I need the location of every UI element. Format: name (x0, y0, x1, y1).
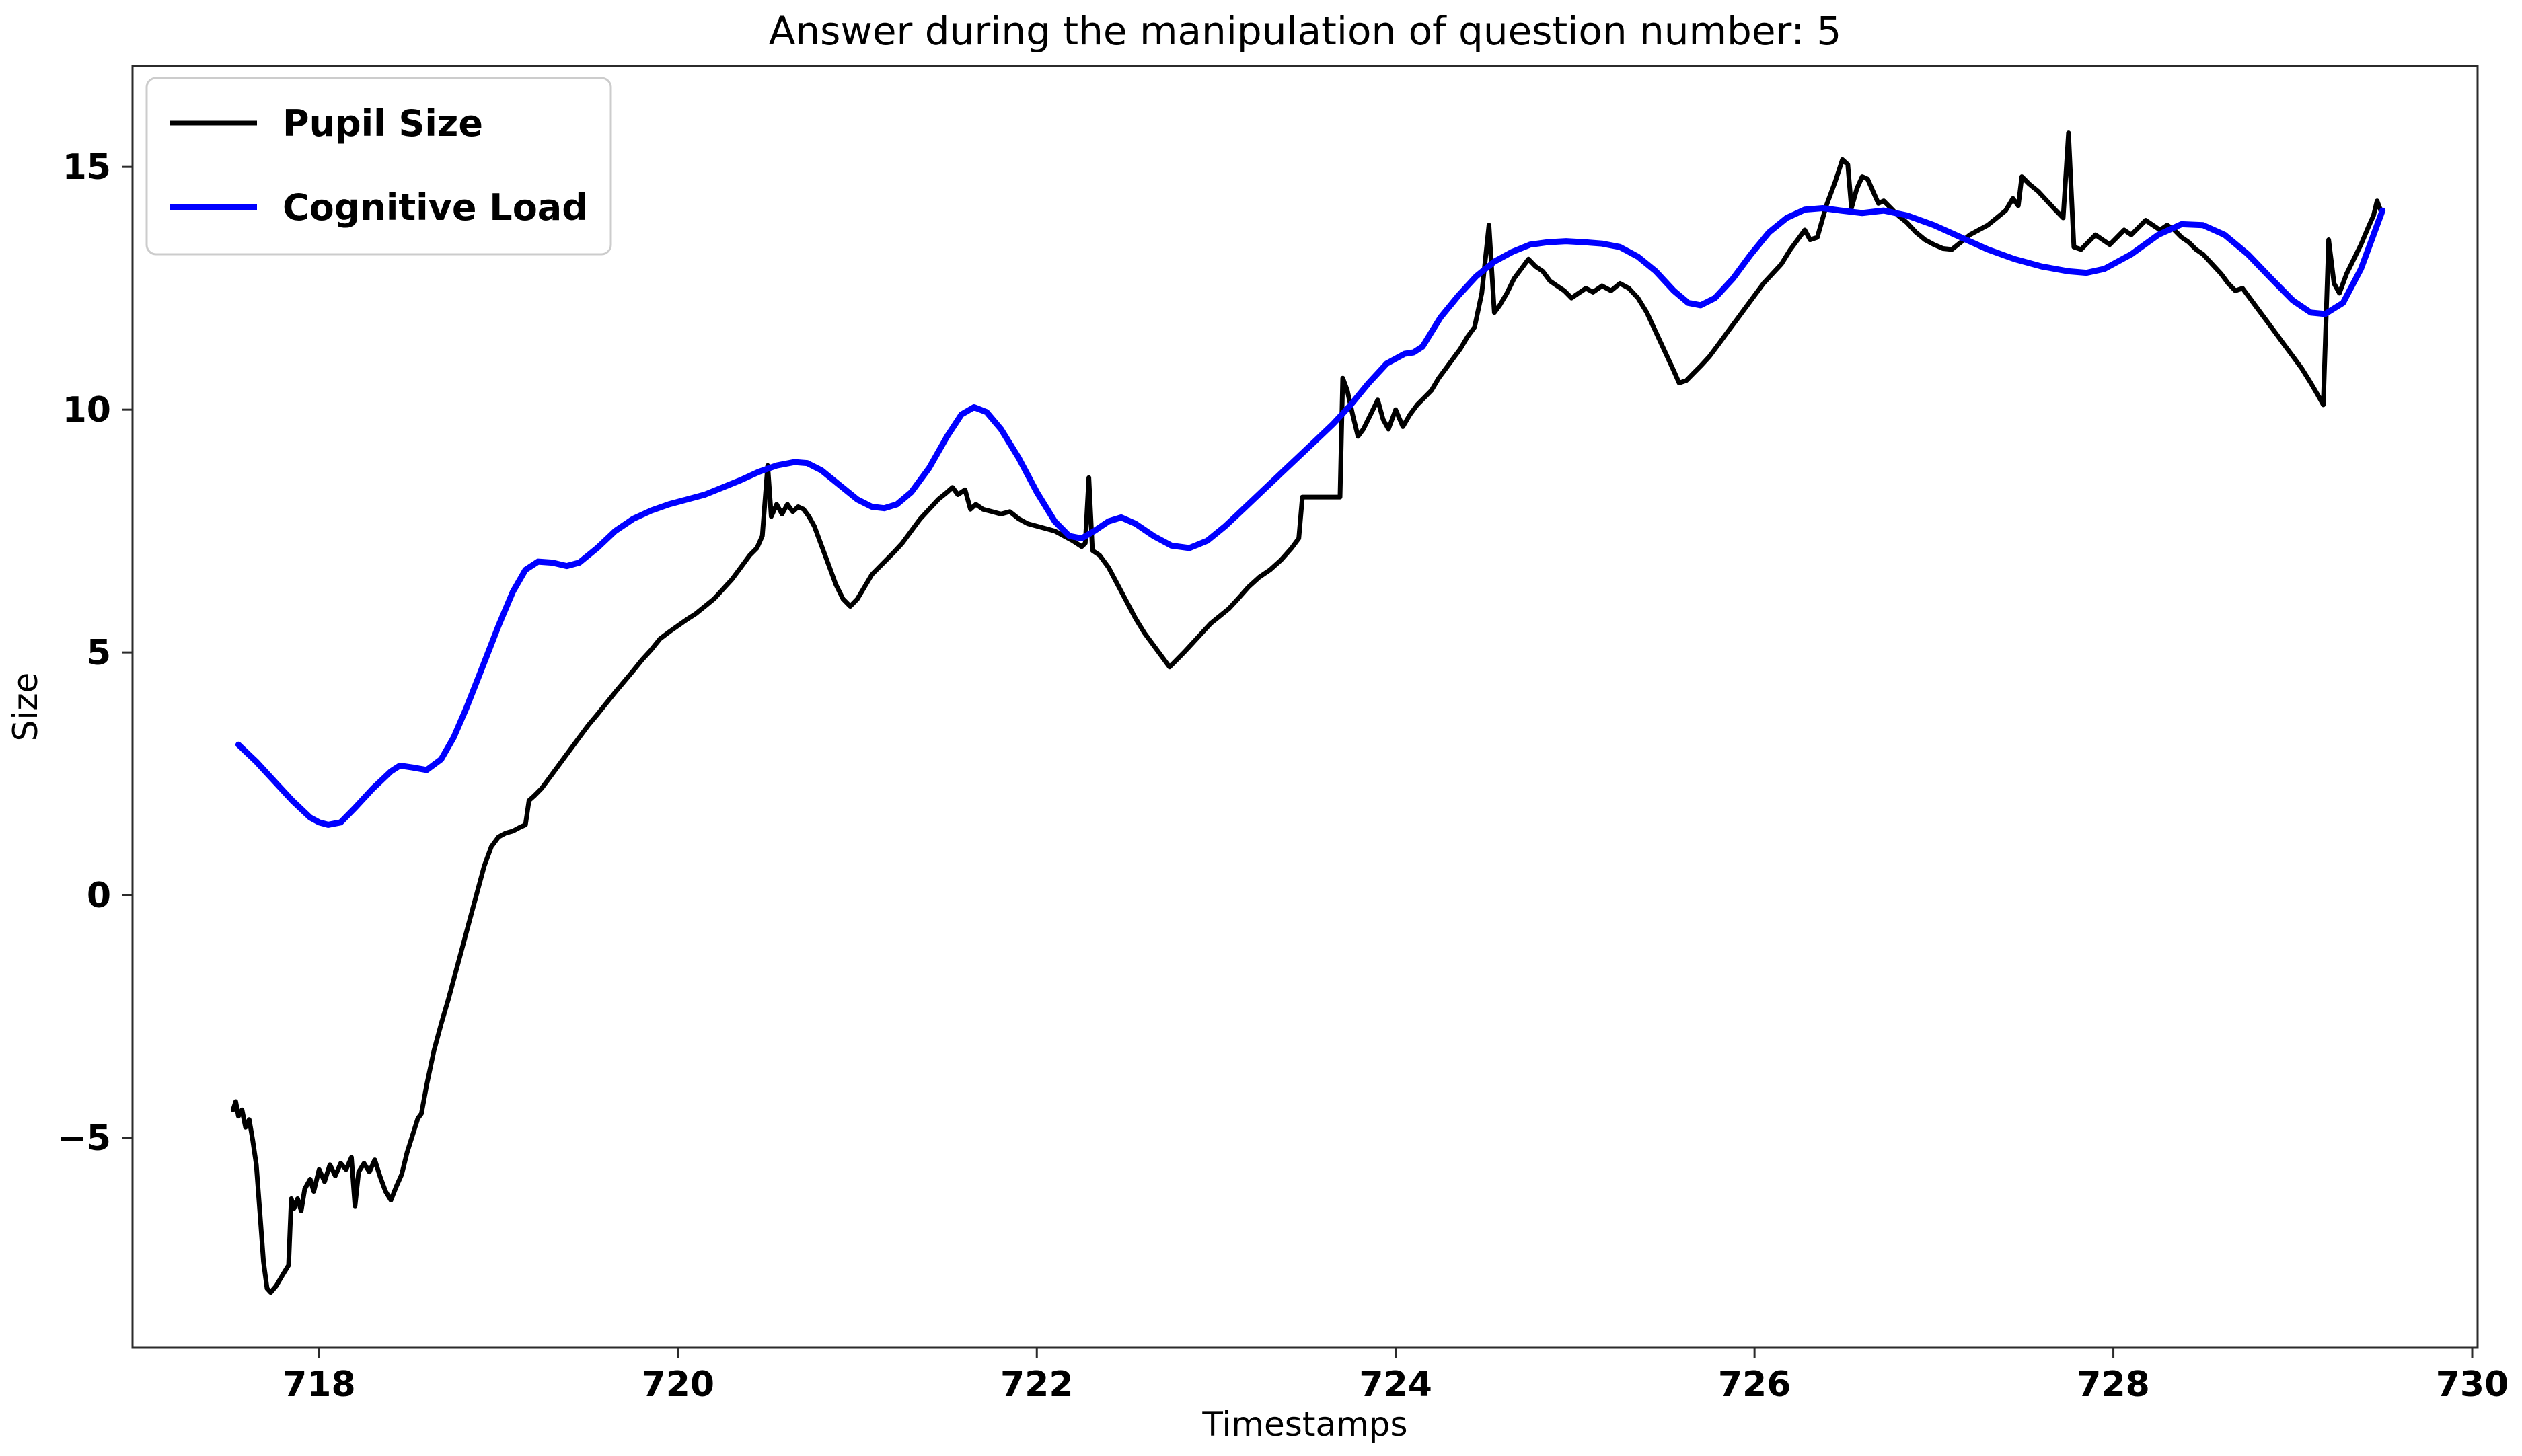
y-tick-label: 0 (87, 876, 111, 916)
plot-frame (131, 65, 2479, 1349)
pupil-size-line (230, 130, 2383, 1295)
y-tick-label: −5 (57, 1118, 111, 1159)
x-tick-label: 726 (1718, 1365, 1791, 1405)
chart-title: Answer during the manipulation of questi… (769, 8, 1842, 54)
legend-label-pupil-size: Pupil Size (283, 102, 483, 145)
y-tick-label: 15 (63, 147, 111, 188)
x-tick-label: 724 (1359, 1365, 1432, 1405)
x-tick-label: 722 (1000, 1365, 1074, 1405)
legend-label-cognitive-load: Cognitive Load (283, 186, 588, 229)
x-tick-label: 718 (283, 1365, 356, 1405)
x-tick-label: 720 (642, 1365, 715, 1405)
legend-frame (145, 77, 612, 256)
y-axis-label: Size (6, 673, 45, 742)
legend-box: Pupil Size Cognitive Load (145, 77, 612, 256)
x-axis-ticks: 718 720 722 724 726 728 730 (283, 1348, 2509, 1405)
x-tick-label: 728 (2077, 1365, 2150, 1405)
data-series-group (230, 130, 2386, 1295)
x-tick-label: 730 (2436, 1365, 2509, 1405)
y-axis-ticks: −5 0 5 10 15 (57, 147, 133, 1159)
cognitive-load-line (235, 205, 2386, 828)
y-tick-label: 5 (87, 633, 111, 673)
x-axis-label: Timestamps (1201, 1405, 1407, 1444)
y-tick-label: 10 (63, 390, 111, 430)
